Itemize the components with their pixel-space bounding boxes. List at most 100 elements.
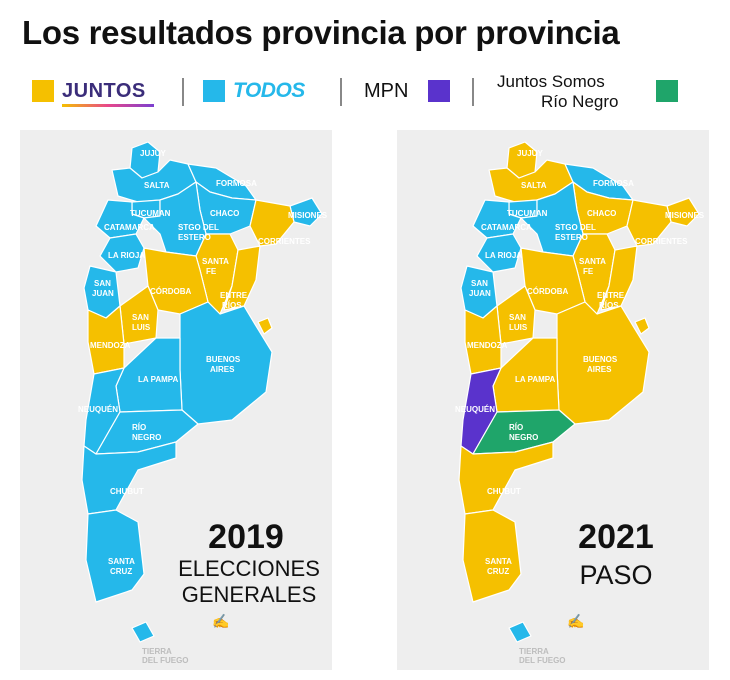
province-label-santa-fe: FE — [583, 267, 594, 276]
province-label-catamarca: CATAMARCA — [104, 223, 155, 232]
province-label-la-rioja: LA RIOJA — [108, 251, 145, 260]
province-label-formosa: FORMOSA — [216, 179, 257, 188]
province-label-salta: SALTA — [144, 181, 170, 190]
province-label-rio-negro: RÍO — [509, 423, 523, 432]
map-2021: JUJUY SALTA FORMOSA MISIONES TUCUMAN CHACO CAT… — [455, 141, 705, 665]
province-label-mendoza: MENDOZA — [90, 341, 131, 350]
year-2021: 2021 — [578, 518, 654, 556]
legend-swatch-jsrn — [656, 80, 678, 102]
province-label-buenos-aires: BUENOS — [206, 355, 241, 364]
province-label-santa-cruz: CRUZ — [487, 567, 509, 576]
province-label-rio-negro: NEGRO — [132, 433, 161, 442]
province-tierra-del-fuego — [131, 621, 155, 643]
legend-separator — [182, 78, 184, 106]
province-label-santa-cruz: CRUZ — [110, 567, 132, 576]
province-label-santa-fe: FE — [206, 267, 217, 276]
province-label-buenos-aires: AIRES — [587, 365, 612, 374]
province-label-buenos-aires: AIRES — [210, 365, 235, 374]
province-label-san-luis: LUIS — [132, 323, 151, 332]
year-2019: 2019 — [208, 518, 284, 556]
province-label-stgo-del-estero: STGO DEL — [555, 223, 596, 232]
province-label-mendoza: MENDOZA — [467, 341, 508, 350]
page-title: Los resultados provincia por provincia — [22, 14, 620, 51]
province-label-san-juan: SAN — [471, 279, 488, 288]
legend-label-jsrn-2: Río Negro — [541, 92, 619, 111]
province-label-chaco: CHACO — [210, 209, 239, 218]
province-label-tucuman: TUCUMAN — [507, 209, 548, 218]
legend-label-mpn: MPN — [364, 80, 409, 102]
province-label-la-pampa: LA PAMPA — [515, 375, 556, 384]
legend-swatch-juntos — [32, 80, 54, 102]
province-chubut — [458, 441, 554, 515]
legend-separator — [472, 78, 474, 106]
province-label-jujuy: JUJUY — [517, 149, 543, 158]
province-label-chubut: CHUBUT — [487, 487, 521, 496]
province-mendoza — [87, 305, 125, 375]
province-label-la-pampa: LA PAMPA — [138, 375, 179, 384]
province-label-san-juan: JUAN — [92, 289, 114, 298]
legend-label-juntos: JUNTOS — [62, 80, 146, 102]
province-caba — [634, 317, 650, 335]
province-label-san-luis: LUIS — [509, 323, 528, 332]
province-label-chaco: CHACO — [587, 209, 616, 218]
map-2019: JUJUY SALTA FORMOSA MISIONES TUCUMAN CHACO CAT… — [78, 141, 328, 665]
province-label-neuquen: NEUQUÉN — [78, 405, 118, 414]
province-label-entre-rios: ENTRE — [597, 291, 625, 300]
province-label-san-juan: SAN — [94, 279, 111, 288]
province-label-santa-cruz: SANTA — [485, 557, 512, 566]
province-label-catamarca: CATAMARCA — [481, 223, 532, 232]
province-tierra-del-fuego — [508, 621, 532, 643]
province-label-salta: SALTA — [521, 181, 547, 190]
subtitle-2021-line1: PASO — [579, 560, 653, 590]
legend-label-todos: TODOS — [233, 79, 305, 102]
province-label-tierra-del-fuego: DEL FUEGO — [519, 656, 566, 665]
legend-label-jsrn-1: Juntos Somos — [497, 72, 605, 91]
province-label-neuquen: NEUQUÉN — [455, 405, 495, 414]
subtitle-2019-line1: ELECCIONES — [178, 556, 320, 581]
signature-mark: ✍ — [212, 613, 230, 629]
province-label-jujuy: JUJUY — [140, 149, 166, 158]
province-chubut — [81, 441, 177, 515]
province-label-rio-negro: NEGRO — [509, 433, 538, 442]
legend-swatch-todos — [203, 80, 225, 102]
province-label-santa-cruz: SANTA — [108, 557, 135, 566]
province-label-cordoba: CÓRDOBA — [150, 287, 192, 296]
province-label-misiones: MISIONES — [288, 211, 328, 220]
province-label-san-luis: SAN — [509, 313, 526, 322]
province-label-san-juan: JUAN — [469, 289, 491, 298]
province-caba — [257, 317, 273, 335]
province-la-rioja — [99, 233, 145, 273]
province-corrientes — [626, 199, 672, 247]
province-label-tierra-del-fuego: TIERRA — [519, 647, 549, 656]
province-label-san-luis: SAN — [132, 313, 149, 322]
province-label-misiones: MISIONES — [665, 211, 705, 220]
province-label-tucuman: TUCUMAN — [130, 209, 171, 218]
province-label-formosa: FORMOSA — [593, 179, 634, 188]
province-label-entre-rios: RÍOS — [222, 301, 242, 310]
map-panel-2021: JUJUY SALTA FORMOSA MISIONES TUCUMAN CHACO CAT… — [397, 130, 709, 670]
province-corrientes — [249, 199, 295, 247]
province-label-stgo-del-estero: ESTERO — [555, 233, 588, 242]
province-label-entre-rios: ENTRE — [220, 291, 248, 300]
province-label-santa-fe: SANTA — [579, 257, 606, 266]
province-label-stgo-del-estero: ESTERO — [178, 233, 211, 242]
province-label-cordoba: CÓRDOBA — [527, 287, 569, 296]
province-catamarca — [95, 199, 145, 239]
province-label-rio-negro: RÍO — [132, 423, 146, 432]
province-santa-cruz — [462, 509, 522, 603]
province-la-rioja — [476, 233, 522, 273]
province-catamarca — [472, 199, 522, 239]
signature-mark: ✍ — [567, 613, 585, 629]
province-label-tierra-del-fuego: DEL FUEGO — [142, 656, 189, 665]
province-label-corrientes: CORRIENTES — [258, 237, 311, 246]
province-label-corrientes: CORRIENTES — [635, 237, 688, 246]
province-label-la-rioja: LA RIOJA — [485, 251, 522, 260]
province-label-chubut: CHUBUT — [110, 487, 144, 496]
province-label-stgo-del-estero: STGO DEL — [178, 223, 219, 232]
province-label-tierra-del-fuego: TIERRA — [142, 647, 172, 656]
legend-juntos-underline — [62, 104, 154, 107]
map-panel-2019: JUJUY SALTA FORMOSA MISIONES TUCUMAN CHACO CAT… — [20, 130, 332, 670]
province-label-santa-fe: SANTA — [202, 257, 229, 266]
subtitle-2019-line2: GENERALES — [181, 582, 317, 607]
province-label-buenos-aires: BUENOS — [583, 355, 618, 364]
